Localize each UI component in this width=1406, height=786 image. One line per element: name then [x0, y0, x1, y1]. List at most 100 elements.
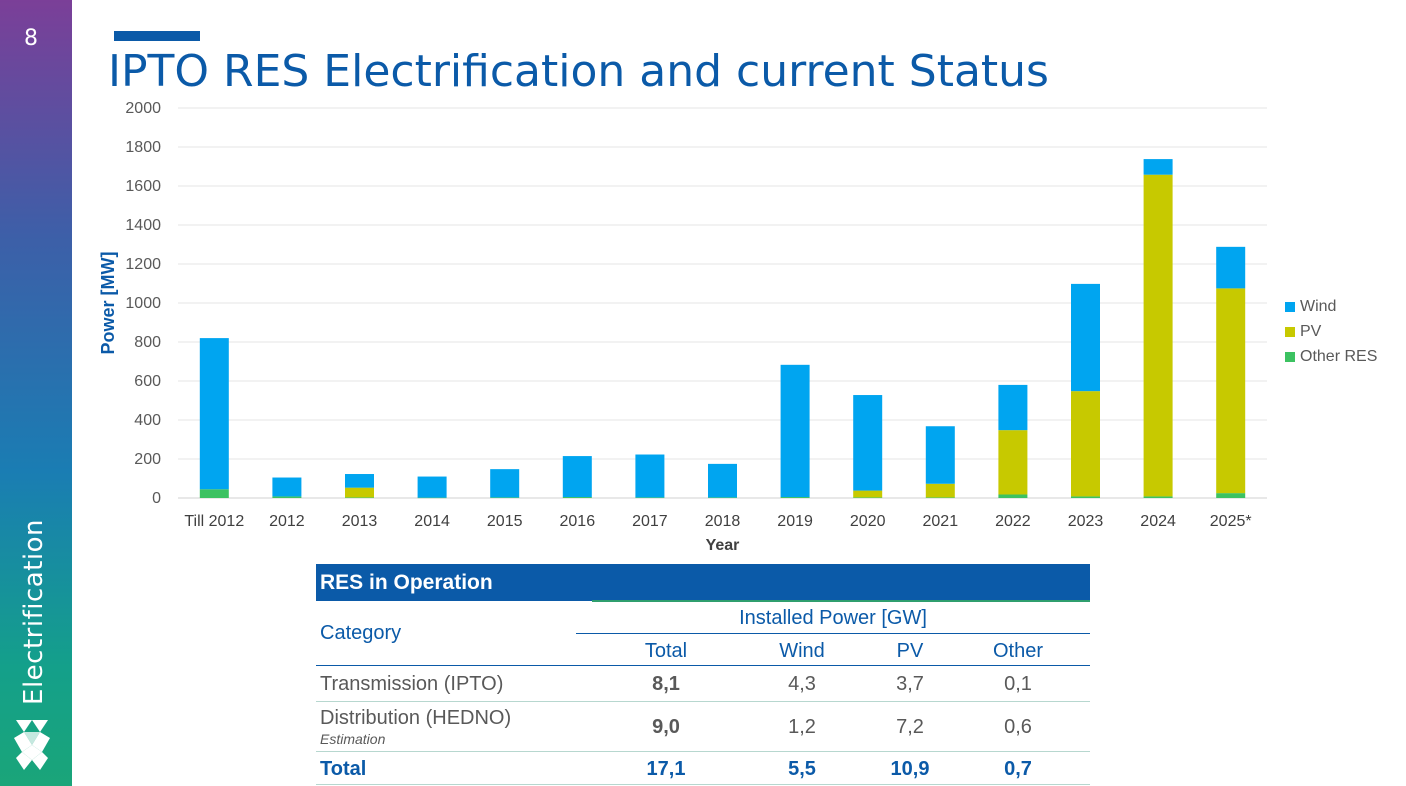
legend-swatch [1285, 351, 1295, 362]
row-note: Estimation [320, 731, 386, 747]
bar-segment [708, 463, 737, 498]
group-underline [576, 633, 1090, 634]
x-tick-label: 2022 [995, 513, 1031, 530]
row-total: 8,1 [652, 673, 680, 695]
bar-segment [925, 426, 955, 484]
bar-segment [199, 489, 229, 498]
x-tick-label: Till 2012 [184, 513, 244, 530]
bar-segment [1143, 496, 1173, 498]
bar-segment [780, 497, 810, 498]
bar-segment [490, 497, 520, 498]
bar-segment [490, 469, 520, 498]
x-tick-label: 2014 [414, 513, 450, 530]
y-tick-label: 1600 [125, 178, 161, 195]
bar-segment [925, 497, 955, 498]
row-divider [316, 784, 1090, 785]
row-category: Transmission (IPTO) [320, 673, 504, 695]
legend-item: PV [1285, 319, 1377, 344]
row-wind: 1,2 [788, 716, 816, 738]
x-tick-label: 2024 [1140, 513, 1176, 530]
y-tick-label: 1200 [125, 256, 161, 273]
x-tick-label: 2021 [923, 513, 959, 530]
bar-segment [199, 338, 229, 490]
bar-segment [780, 364, 810, 498]
res-table: RES in Operation Category Installed Powe… [316, 564, 1090, 785]
col-header-other: Other [992, 640, 1044, 662]
total-row-total: 17,1 [646, 758, 686, 780]
total-row-category: Total [320, 758, 367, 780]
legend-item: Wind [1285, 294, 1377, 319]
row-total: 9,0 [652, 716, 680, 738]
header-rule [316, 665, 1090, 666]
y-tick-label: 2000 [125, 100, 161, 117]
x-tick-label: 2015 [487, 513, 523, 530]
bar-segment [345, 474, 374, 488]
x-axis-title: Year [706, 537, 740, 554]
title-accent-bar [114, 31, 200, 41]
legend-label: Wind [1300, 297, 1337, 315]
bar-segment [1216, 288, 1246, 494]
x-tick-label: 2023 [1068, 513, 1104, 530]
bar-segment [853, 490, 883, 498]
x-tick-label: 2020 [850, 513, 886, 530]
row-pv: 7,2 [896, 716, 924, 738]
bar-segment [635, 454, 665, 498]
bar-segment [635, 497, 665, 498]
row-other: 0,6 [1004, 716, 1032, 738]
y-tick-label: 1400 [125, 217, 161, 234]
bar-segment [1216, 246, 1246, 289]
company-logo-icon [14, 720, 50, 770]
row-divider [316, 701, 1090, 702]
bar-segment [1071, 496, 1100, 498]
legend-label: Other RES [1300, 347, 1378, 365]
bar-segment [345, 487, 374, 498]
col-header-total: Total [644, 640, 688, 662]
legend-swatch [1285, 326, 1295, 337]
x-tick-label: 2018 [705, 513, 741, 530]
x-tick-label: 2017 [632, 513, 668, 530]
y-axis-title: Power [MW] [98, 252, 118, 355]
bar-segment [345, 497, 374, 498]
bar-segment [998, 430, 1028, 495]
x-tick-label: 2016 [560, 513, 596, 530]
bar-segment [1143, 159, 1173, 175]
bar-segment [1071, 283, 1100, 392]
bar-segment [708, 497, 737, 498]
legend-swatch [1285, 301, 1295, 312]
x-tick-label: 2013 [342, 513, 378, 530]
y-tick-label: 0 [152, 490, 161, 507]
row-category: Distribution (HEDNO) [320, 707, 512, 729]
bar-segment [853, 395, 883, 491]
table-title: RES in Operation [316, 564, 1090, 601]
bar-segment [998, 384, 1028, 431]
y-tick-label: 400 [134, 412, 161, 429]
page-number: 8 [24, 26, 38, 51]
bar-segment [1143, 174, 1173, 497]
chart-legend: Wind PV Other RES [1285, 294, 1377, 369]
bar-segment [417, 476, 447, 498]
total-row-wind: 5,5 [788, 758, 816, 780]
x-tick-label: 2019 [777, 513, 813, 530]
bar-segment [1216, 493, 1246, 498]
row-divider [316, 751, 1090, 752]
page-title: IPTO RES Electrification and current Sta… [108, 46, 1049, 97]
legend-label: PV [1300, 322, 1322, 340]
y-tick-label: 600 [134, 373, 161, 390]
bar-segment [853, 497, 883, 498]
category-header: Category [320, 622, 402, 644]
bar-segment [998, 494, 1028, 498]
total-row-pv: 10,9 [890, 758, 930, 780]
bar-segment [272, 496, 302, 498]
bar-segment [417, 497, 447, 499]
bar-segment [1071, 391, 1100, 497]
y-tick-label: 1800 [125, 139, 161, 156]
side-bar: 8 Electrification [0, 0, 72, 786]
row-wind: 4,3 [788, 673, 816, 695]
row-other: 0,1 [1004, 673, 1032, 695]
table-accent-line [592, 600, 1090, 602]
group-header: Installed Power [GW] [739, 607, 927, 629]
legend-item: Other RES [1285, 344, 1377, 369]
x-tick-label: 2012 [269, 513, 305, 530]
bar-segment [925, 483, 955, 498]
y-tick-label: 1000 [125, 295, 161, 312]
